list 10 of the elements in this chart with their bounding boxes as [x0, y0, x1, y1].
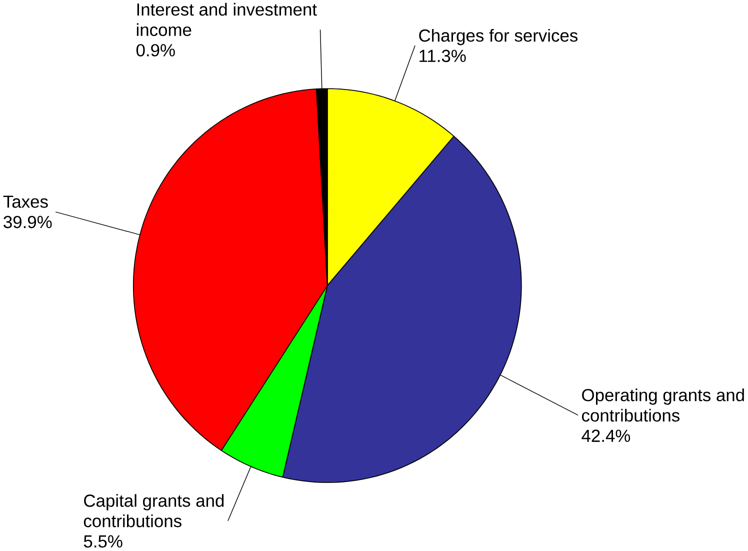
slice-label: Charges for services	[419, 29, 578, 46]
slice-label: Interest and investment income	[136, 3, 317, 36]
slice-label: Operating grants and contributions	[582, 388, 744, 422]
data-label: 0.9%	[136, 44, 175, 57]
slice-label: Taxes	[3, 196, 48, 208]
data-label: 11.3%	[420, 50, 466, 62]
data-label: 39.9%	[4, 216, 52, 228]
data-label: 5.5%	[84, 536, 122, 548]
data-label: 42.4%	[582, 430, 630, 442]
slice-label: Capital grants and contributions	[84, 494, 224, 528]
